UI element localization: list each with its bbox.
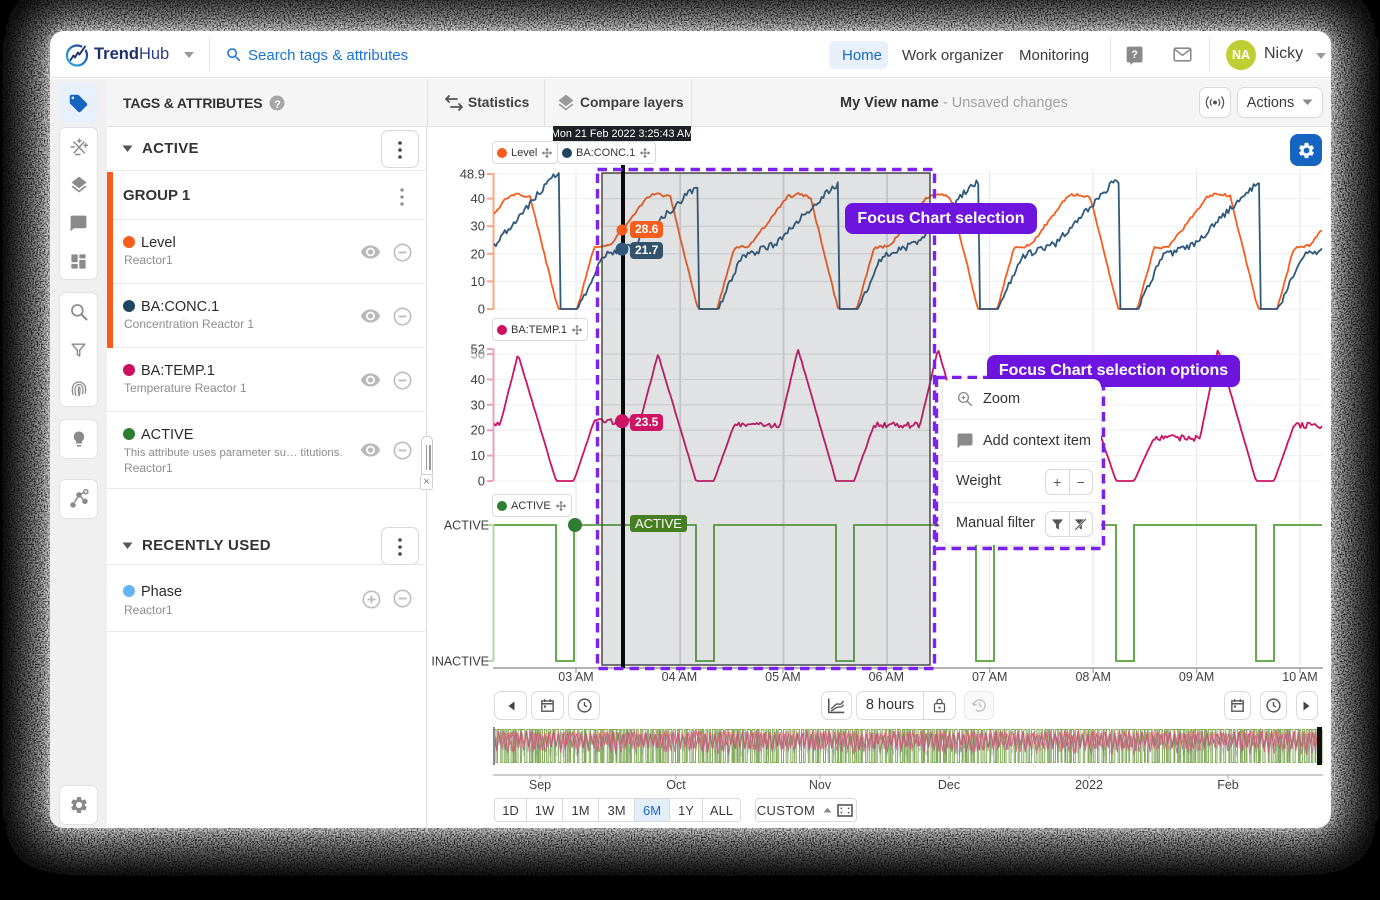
- svg-text:04 AM: 04 AM: [662, 670, 697, 684]
- svg-text:20: 20: [471, 423, 485, 438]
- svg-text:06 AM: 06 AM: [869, 670, 904, 684]
- svg-text:40: 40: [471, 191, 485, 206]
- svg-text:Dec: Dec: [938, 778, 960, 792]
- svg-text:?: ?: [1131, 49, 1138, 61]
- svg-text:40: 40: [471, 372, 485, 387]
- svg-text:05 AM: 05 AM: [765, 670, 800, 684]
- svg-text:09 AM: 09 AM: [1179, 670, 1214, 684]
- svg-text:50: 50: [471, 347, 485, 362]
- svg-text:30: 30: [471, 219, 485, 234]
- svg-text:08 AM: 08 AM: [1075, 670, 1110, 684]
- svg-text:10 AM: 10 AM: [1282, 670, 1317, 684]
- svg-text:07 AM: 07 AM: [972, 670, 1007, 684]
- svg-text:Oct: Oct: [666, 778, 686, 792]
- svg-text:Feb: Feb: [1217, 778, 1239, 792]
- svg-text:INACTIVE: INACTIVE: [431, 655, 489, 669]
- svg-text:?: ?: [274, 99, 281, 111]
- svg-text:10: 10: [471, 448, 485, 463]
- svg-text:20: 20: [471, 246, 485, 261]
- svg-text:0: 0: [478, 474, 485, 489]
- svg-text:30: 30: [471, 397, 485, 412]
- svg-text:2022: 2022: [1075, 778, 1103, 792]
- svg-text:Nov: Nov: [809, 778, 832, 792]
- svg-text:0: 0: [478, 302, 485, 317]
- svg-text:03 AM: 03 AM: [558, 670, 593, 684]
- svg-text:ACTIVE: ACTIVE: [444, 519, 489, 533]
- svg-text:Sep: Sep: [529, 778, 551, 792]
- svg-text:10: 10: [471, 274, 485, 289]
- svg-text:52: 52: [471, 342, 485, 357]
- svg-text:48.9: 48.9: [460, 167, 485, 182]
